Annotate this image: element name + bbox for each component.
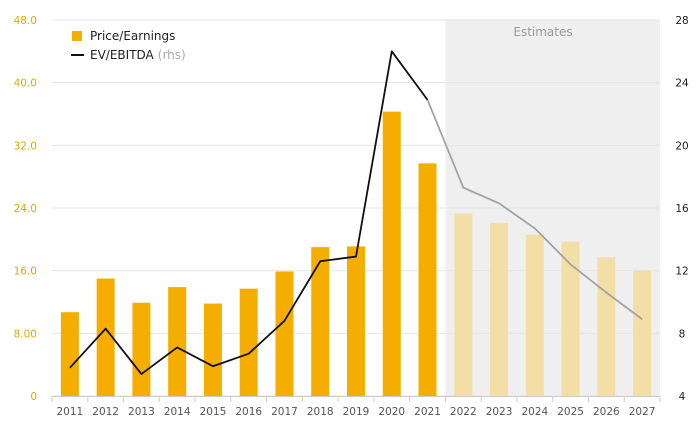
y-right-tick-label: 24 (675, 78, 689, 90)
x-tick-label: 2018 (307, 406, 334, 418)
price-earnings-bar (275, 271, 294, 396)
ev-ebitda-line (69, 50, 643, 375)
x-tick-label: 2013 (128, 406, 155, 418)
axes: 08.0016.024.032.040.048.0481216202428201… (14, 15, 689, 418)
ev-ebitda-line-actual (69, 50, 429, 375)
legend: Price/Earnings EV/EBITDA (rhs) (71, 29, 186, 62)
y-right-tick-label: 12 (675, 266, 688, 278)
y-right-tick-label: 28 (675, 15, 688, 27)
price-earnings-bar (96, 278, 115, 396)
legend-swatch-price-earnings (72, 31, 82, 41)
legend-label-ev-ebitda: EV/EBITDA (rhs) (90, 48, 186, 62)
x-tick-label: 2019 (343, 406, 370, 418)
x-tick-label: 2011 (57, 406, 84, 418)
price-earnings-bar (525, 234, 544, 396)
y-right-tick-label: 8 (679, 328, 686, 340)
price-earnings-bar (60, 312, 79, 396)
x-tick-label: 2015 (200, 406, 227, 418)
y-left-tick-label: 32.0 (14, 140, 37, 152)
estimates-label: Estimates (513, 25, 572, 39)
x-tick-label: 2026 (593, 406, 620, 418)
price-earnings-bar (311, 247, 330, 396)
x-tick-label: 2016 (235, 406, 262, 418)
x-tick-label: 2014 (164, 406, 191, 418)
price-earnings-bar (633, 270, 652, 396)
price-earnings-bar (203, 303, 222, 396)
price-earnings-bar (382, 111, 401, 397)
y-left-tick-label: 40.0 (14, 78, 37, 90)
x-tick-label: 2012 (92, 406, 119, 418)
y-right-tick-label: 16 (675, 203, 689, 215)
y-left-tick-label: 24.0 (14, 203, 37, 215)
y-right-tick-label: 20 (675, 140, 688, 152)
price-earnings-bar (454, 213, 473, 396)
legend-label-ev-ebitda-name: EV/EBITDA (90, 48, 155, 62)
y-left-tick-label: 0 (30, 391, 37, 403)
ev-ebitda-line-estimate (426, 99, 643, 320)
y-left-tick-label: 8.00 (14, 328, 37, 340)
x-tick-label: 2020 (378, 406, 405, 418)
x-tick-label: 2027 (629, 406, 656, 418)
legend-label-price-earnings: Price/Earnings (90, 29, 175, 43)
x-tick-label: 2023 (486, 406, 513, 418)
price-earnings-bar (347, 246, 365, 396)
price-earnings-bar (418, 163, 437, 396)
price-earnings-bar (132, 302, 151, 396)
price-earnings-bar (239, 288, 258, 396)
legend-label-ev-ebitda-suffix: (rhs) (158, 48, 186, 62)
price-earnings-bar (168, 287, 187, 396)
x-tick-label: 2022 (450, 406, 477, 418)
y-left-tick-label: 16.0 (14, 266, 37, 278)
x-tick-label: 2025 (557, 406, 584, 418)
x-tick-label: 2021 (414, 406, 441, 418)
x-tick-label: 2017 (271, 406, 298, 418)
y-right-tick-label: 4 (679, 391, 686, 403)
y-left-tick-label: 48.0 (14, 15, 37, 27)
price-earnings-bar (561, 241, 580, 396)
price-earnings-bar (597, 257, 616, 396)
price-earnings-bar (490, 222, 509, 396)
x-tick-label: 2024 (521, 406, 548, 418)
price-earnings-bars (60, 111, 652, 397)
